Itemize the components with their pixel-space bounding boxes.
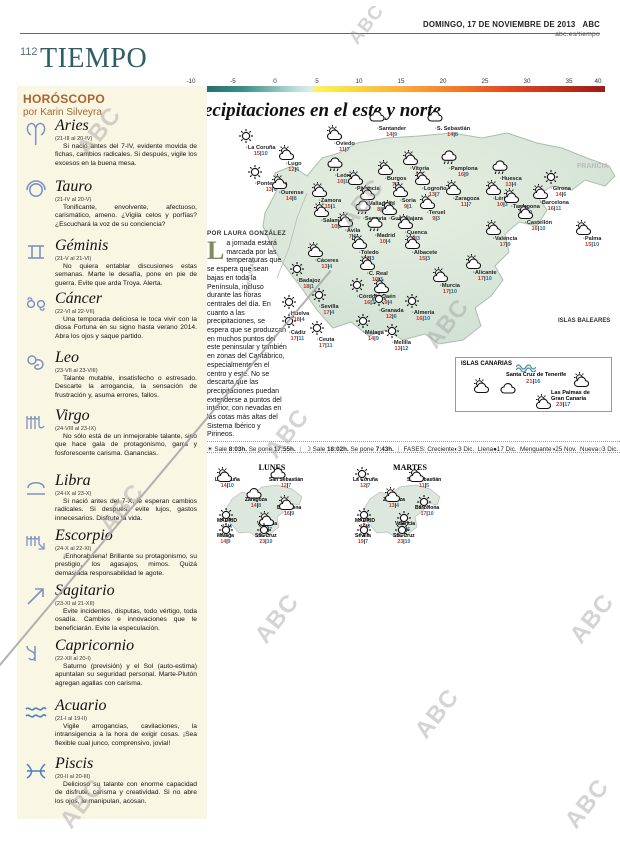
svg-text:FRANCIA: FRANCIA bbox=[577, 163, 609, 170]
